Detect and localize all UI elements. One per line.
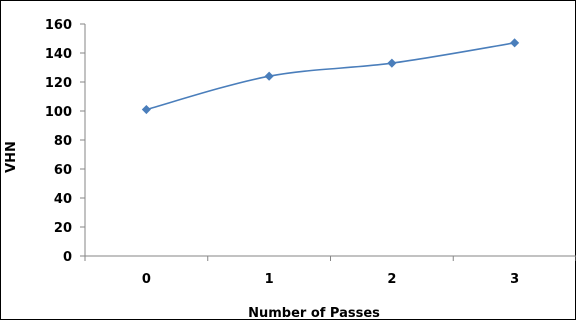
- y-tick-label: 20: [54, 221, 72, 236]
- data-point-marker: [387, 58, 397, 68]
- y-axis-title: VHN: [4, 141, 19, 173]
- axes: 0 20 40 60 80 100 120 140 160 0 1 2 3: [45, 18, 576, 287]
- y-tick-label: 60: [54, 163, 72, 178]
- x-tick-label: 1: [265, 272, 274, 287]
- y-tick-label: 100: [45, 105, 72, 120]
- y-tick-label: 40: [54, 192, 72, 207]
- y-tick-label: 160: [45, 18, 72, 33]
- series-line: [146, 42, 515, 111]
- series-layer: [141, 38, 520, 115]
- data-point-marker: [264, 71, 274, 81]
- labels-layer: Number of Passes VHN: [4, 141, 380, 321]
- y-tick-label: 0: [63, 250, 72, 265]
- x-tick-label: 3: [510, 272, 519, 287]
- x-tick-label: 0: [142, 272, 151, 287]
- y-tick-label: 140: [45, 47, 72, 62]
- data-point-marker: [141, 104, 151, 115]
- data-point-marker: [510, 38, 520, 48]
- x-axis-title: Number of Passes: [248, 306, 380, 321]
- x-tick-label: 2: [387, 272, 396, 287]
- y-tick-label: 120: [45, 76, 72, 91]
- y-tick-label: 80: [54, 134, 72, 149]
